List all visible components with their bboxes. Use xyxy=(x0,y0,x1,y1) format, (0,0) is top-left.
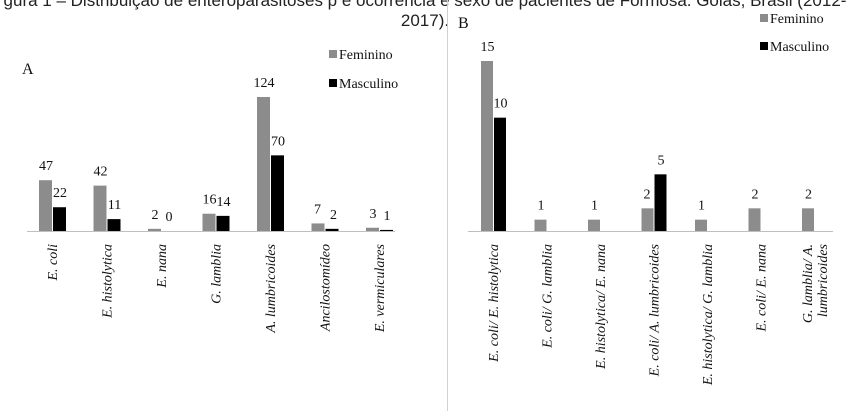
chart-a-data-label-masculino-6: 1 xyxy=(384,209,391,224)
chart-b-category-label-group-2: E. histolytica/ E. nana xyxy=(594,244,609,370)
chart-a-category-label-group-2: E. nana xyxy=(155,244,170,289)
chart-b-category-label-4: E. histolytica/ G. lamblia xyxy=(701,244,716,386)
chart-a-bar-masculino-4 xyxy=(271,155,284,231)
chart-a-data-label-feminino-1: 42 xyxy=(94,165,108,180)
chart-b-bar-masculino-0 xyxy=(494,117,506,231)
chart-a-bar-feminino-3 xyxy=(202,213,216,231)
chart-b-bar-feminino-3 xyxy=(641,208,654,231)
chart-b-data-label-feminino-2: 1 xyxy=(591,199,598,214)
chart-b-data-label-masculino-0: 10 xyxy=(494,97,508,112)
chart-a-bar-feminino-4 xyxy=(257,97,270,231)
chart-a-category-label-1: E. histolytica xyxy=(101,244,116,319)
chart-a-data-label-masculino-5: 2 xyxy=(330,208,337,223)
chart-a-bar-feminino-2 xyxy=(148,228,161,231)
chart-a-bar-feminino-6 xyxy=(366,227,379,231)
chart-a-bar-masculino-6 xyxy=(380,229,393,231)
chart-a-category-label-group-6: E. vermiculares xyxy=(373,243,388,333)
chart-a-data-label-feminino-2: 2 xyxy=(152,208,159,223)
chart-panel-b: B 15 10 E. coli/ E. histolytica 1 E. coli/ G.… xyxy=(447,0,850,411)
chart-a-data-label-masculino-3: 14 xyxy=(217,195,231,210)
chart-b-panel-label: B xyxy=(458,15,469,32)
chart-b-legend-swatch-feminino xyxy=(760,14,768,22)
chart-a-bar-feminino-1 xyxy=(93,185,107,231)
chart-a-data-label-masculino-0: 22 xyxy=(53,186,67,201)
chart-b-data-label-feminino-6: 2 xyxy=(805,187,812,202)
chart-b-data-label-feminino-0: 15 xyxy=(481,40,495,55)
chart-a-bar-masculino-0 xyxy=(53,207,66,231)
chart-a-category-label-group-1: E. histolytica xyxy=(101,244,116,319)
chart-a-category-label-2: E. nana xyxy=(155,244,170,289)
chart-a-legend-label-masculino: Masculino xyxy=(339,77,398,92)
chart-b-category-label-6-line-0: G. lamblia/ A. xyxy=(801,244,816,323)
chart-a-data-label-feminino-4: 124 xyxy=(254,76,275,91)
chart-b-data-label-feminino-5: 2 xyxy=(752,187,759,202)
chart-b-category-label-group-4: E. histolytica/ G. lamblia xyxy=(701,244,716,386)
chart-a-legend-swatch-masculino xyxy=(329,79,337,87)
chart-a-data-label-feminino-6: 3 xyxy=(370,207,377,222)
chart-a-legend-label-feminino: Feminino xyxy=(339,48,393,63)
chart-b-category-label-group-1: E. coli/ G. lamblia xyxy=(541,244,556,349)
chart-a-legend-swatch-feminino xyxy=(329,50,337,58)
chart-a-category-label-group-3: G. lamblia xyxy=(210,244,225,304)
chart-b-category-label-0: E. coli/ E. histolytica xyxy=(487,244,502,363)
chart-b-legend-label-masculino: Masculino xyxy=(770,40,829,55)
chart-a-category-label-group-5: Ancilostomídeo xyxy=(319,244,334,332)
chart-b-category-label-group-5: E. coli/ E. nana xyxy=(755,244,770,333)
chart-a-panel-label: A xyxy=(22,61,34,78)
chart-a-category-label-6: E. vermiculares xyxy=(373,243,388,333)
chart-b-bar-masculino-3 xyxy=(654,174,667,231)
chart-a-category-label-4: A. lumbricoides xyxy=(264,243,279,333)
chart-b-category-label-3: E. coli/ A. lumbricoides xyxy=(648,243,663,377)
chart-b-bar-feminino-4 xyxy=(695,219,707,231)
chart-a-data-label-feminino-5: 7 xyxy=(314,202,321,217)
chart-a-data-label-feminino-0: 47 xyxy=(39,159,53,174)
figure-caption: gura 1 – Distribuição de enteroparasitos… xyxy=(3,0,847,30)
chart-b-data-label-masculino-3: 5 xyxy=(658,153,665,168)
chart-a-category-label-5: Ancilostomídeo xyxy=(319,244,334,332)
chart-a-bar-feminino-0 xyxy=(39,180,52,231)
chart-a-category-label-group-0: E. coli xyxy=(46,244,61,282)
chart-b-category-label-6-line-1: lumbricoides xyxy=(816,243,831,317)
chart-b-category-label-group-6: G. lamblia/ A. lumbricoides xyxy=(801,243,831,323)
chart-b-category-label-group-0: E. coli/ E. histolytica xyxy=(487,244,502,363)
chart-a-bar-masculino-5 xyxy=(325,228,339,231)
chart-a-data-label-feminino-3: 16 xyxy=(203,193,217,208)
chart-b-data-label-feminino-3: 2 xyxy=(644,187,651,202)
chart-a-bar-feminino-5 xyxy=(311,223,325,231)
chart-a-bar-masculino-1 xyxy=(107,219,121,231)
chart-b-bar-feminino-2 xyxy=(588,219,600,231)
chart-b-bar-feminino-5 xyxy=(748,208,761,231)
chart-a-data-label-masculino-2: 0 xyxy=(166,210,173,225)
chart-b-bar-feminino-6 xyxy=(802,208,814,231)
chart-a-category-label-group-4: A. lumbricoides xyxy=(264,243,279,333)
chart-a-category-label-0: E. coli xyxy=(46,244,61,282)
chart-b-category-label-2: E. histolytica/ E. nana xyxy=(594,244,609,370)
chart-b-bar-feminino-1 xyxy=(534,219,547,231)
chart-b-data-label-feminino-4: 1 xyxy=(698,199,705,214)
chart-b-category-label-1: E. coli/ G. lamblia xyxy=(541,244,556,349)
chart-a-data-label-masculino-4: 70 xyxy=(271,134,285,149)
chart-b-data-label-feminino-1: 1 xyxy=(538,199,545,214)
chart-b-category-label-group-3: E. coli/ A. lumbricoides xyxy=(648,243,663,377)
chart-a-bar-masculino-3 xyxy=(216,215,230,231)
chart-b-legend-swatch-masculino xyxy=(760,42,768,50)
chart-b-legend-label-feminino: Feminino xyxy=(770,12,824,27)
chart-a-data-label-masculino-1: 11 xyxy=(108,198,121,213)
chart-panel-a: A 47 22 E. coli 42 11 E. histolytica 2 0 E. nana 1… xyxy=(22,48,398,334)
chart-b-bar-feminino-0 xyxy=(481,61,493,231)
chart-b-category-label-5: E. coli/ E. nana xyxy=(755,244,770,333)
chart-a-category-label-3: G. lamblia xyxy=(210,244,225,304)
